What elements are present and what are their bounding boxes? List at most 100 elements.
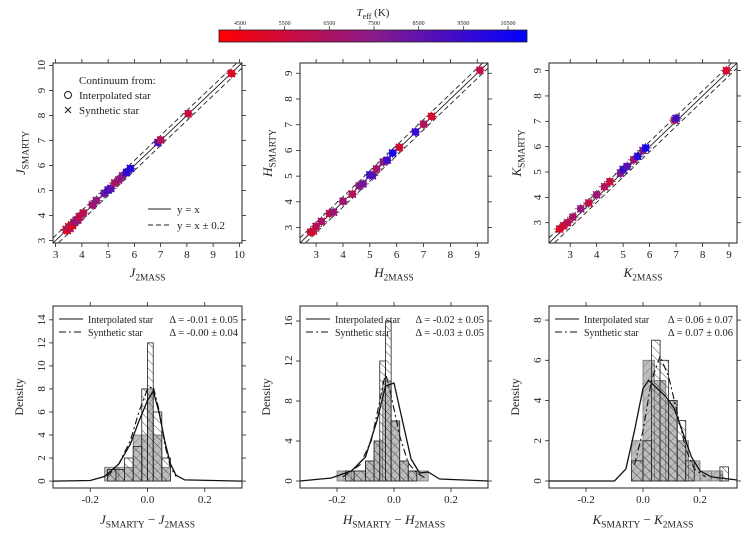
plot-area	[549, 339, 737, 482]
point-cross	[592, 190, 601, 199]
point-cross	[372, 164, 381, 174]
data-point	[225, 68, 238, 79]
point-cross	[672, 114, 681, 123]
x-axis-label-main2: J	[159, 512, 166, 527]
x-tick-label: 0.0	[141, 494, 155, 506]
y-tick-label: 4	[532, 194, 544, 200]
y-axis-label-sub: SMARTY	[518, 129, 528, 168]
interpolated-bin-hatch	[711, 470, 723, 481]
x-axis-label-main2: H	[404, 512, 415, 527]
y-axis-label: Density	[508, 378, 522, 415]
data-point	[346, 189, 359, 200]
legend-continuum: Continuum from: Interpolated star Syntheti…	[64, 75, 156, 117]
x-tick-label: 7	[673, 249, 679, 261]
y-tick-label: 9	[532, 67, 544, 73]
interpolated-bin-hatch	[133, 435, 142, 482]
colorbar-tick-label: 4500	[234, 21, 246, 27]
y-axis-label: HSMARTY	[260, 129, 279, 178]
point-cross	[641, 143, 650, 152]
x-axis-label: J2MASS	[130, 265, 166, 284]
point-cross	[427, 112, 436, 121]
x-axis-label-main: H	[342, 512, 353, 527]
y-tick-label: 12	[283, 356, 295, 367]
interpolated-bin-hatch	[643, 360, 655, 481]
x-tick-label: 0.2	[693, 494, 707, 506]
interpolated-bin-hatch	[382, 381, 392, 481]
y-tick-label: 12	[36, 337, 48, 348]
legend-label: Synthetic star	[584, 328, 639, 339]
panel-frame	[52, 62, 243, 244]
y-tick-label: 10	[36, 360, 48, 372]
x-axis-label-sub: SMARTY	[601, 521, 640, 531]
interpolated-bin-hatch	[399, 461, 409, 481]
plot-area	[53, 63, 242, 243]
legend-label: Interpolated star	[88, 315, 154, 326]
data-point	[417, 119, 430, 130]
colorbar-label-sub: eff	[363, 12, 372, 21]
colorbar-tick-label: 8500	[413, 21, 425, 27]
y-axis-label-sub: SMARTY	[22, 131, 32, 170]
y-tick-label: 8	[36, 386, 48, 392]
data-point	[357, 178, 370, 189]
interpolated-bin-hatch	[699, 470, 712, 481]
y-tick-label: 0	[36, 478, 48, 484]
colorbar-label-unit: (K)	[371, 7, 389, 19]
x-tick-label: 4	[594, 249, 600, 261]
interpolated-bin-hatch	[161, 467, 171, 482]
panels: 3 4 5 6 7 8 9 10345678910J2MASSJSMARTYContinuum…	[12, 59, 741, 531]
data-point	[315, 216, 328, 227]
point-cross	[156, 135, 165, 145]
x-tick-label: 8	[184, 249, 190, 261]
line-minus-0.2	[57, 67, 242, 243]
interpolated-bin-hatch	[688, 460, 700, 481]
x-tick-label: 9	[210, 249, 216, 261]
data-point	[670, 113, 683, 124]
colorbar-tick-label: 5500	[279, 21, 291, 27]
point-cross	[388, 148, 397, 158]
interpolated-bin-hatch	[147, 388, 154, 482]
x-axis-label-main: K	[623, 265, 634, 280]
legend-stat: Δ = -0.02 ± 0.05	[415, 315, 484, 326]
x-tick-label: 8	[448, 249, 454, 261]
x-axis-label-sub: 2MASS	[135, 274, 165, 284]
x-axis-label-sub2: 2MASS	[415, 521, 446, 531]
x-tick-label: 5	[620, 249, 626, 261]
data-point	[327, 207, 340, 218]
line-plus-0.2	[300, 63, 484, 239]
x-axis-label-main2: K	[653, 512, 664, 527]
y-axis-label: JSMARTY	[13, 131, 32, 175]
data-point	[574, 203, 587, 214]
x-axis-label-sub2: 2MASS	[164, 521, 195, 531]
y-tick-label: 14	[36, 314, 48, 326]
x-tick-label: 0.0	[387, 494, 401, 506]
x-axis-label: HSMARTY − H2MASS	[342, 512, 445, 531]
data-point	[366, 170, 379, 181]
interpolated-bin-hatch	[104, 467, 119, 482]
colorbar-ticks: 4500 5500 6500 7500 8500 9500 10500	[234, 21, 516, 30]
point-cross	[338, 197, 348, 206]
interpolated-bin-hatch	[365, 461, 375, 481]
data-point	[639, 142, 652, 153]
data-point	[590, 189, 603, 200]
legend-label: Synthetic star	[88, 328, 143, 339]
x-tick-label: 0.0	[636, 494, 650, 506]
x-tick-label: 4	[340, 249, 346, 261]
x-axis-label-sub: SMARTY	[352, 521, 391, 531]
y-tick-label: 6	[36, 162, 48, 168]
panel-frame	[52, 305, 243, 489]
data-point	[154, 135, 167, 145]
y-tick-label: 16	[283, 315, 295, 327]
x-tick-label: 6	[132, 249, 138, 261]
point-cross	[317, 217, 326, 226]
point-cross	[475, 66, 485, 75]
y-tick-label: 7	[283, 121, 295, 127]
legend-label: y = x ± 0.2	[177, 220, 225, 232]
x-axis-label: JSMARTY − J2MASS	[100, 512, 195, 531]
plot-area	[549, 63, 737, 243]
x-tick-label: 0.2	[444, 494, 458, 506]
data-point	[621, 161, 634, 172]
data-point	[393, 142, 406, 153]
legend-histogram: Interpolated star Δ = -0.01 ± 0.05 Synthet…	[59, 315, 239, 339]
interpolated-bin-hatch	[391, 421, 400, 481]
